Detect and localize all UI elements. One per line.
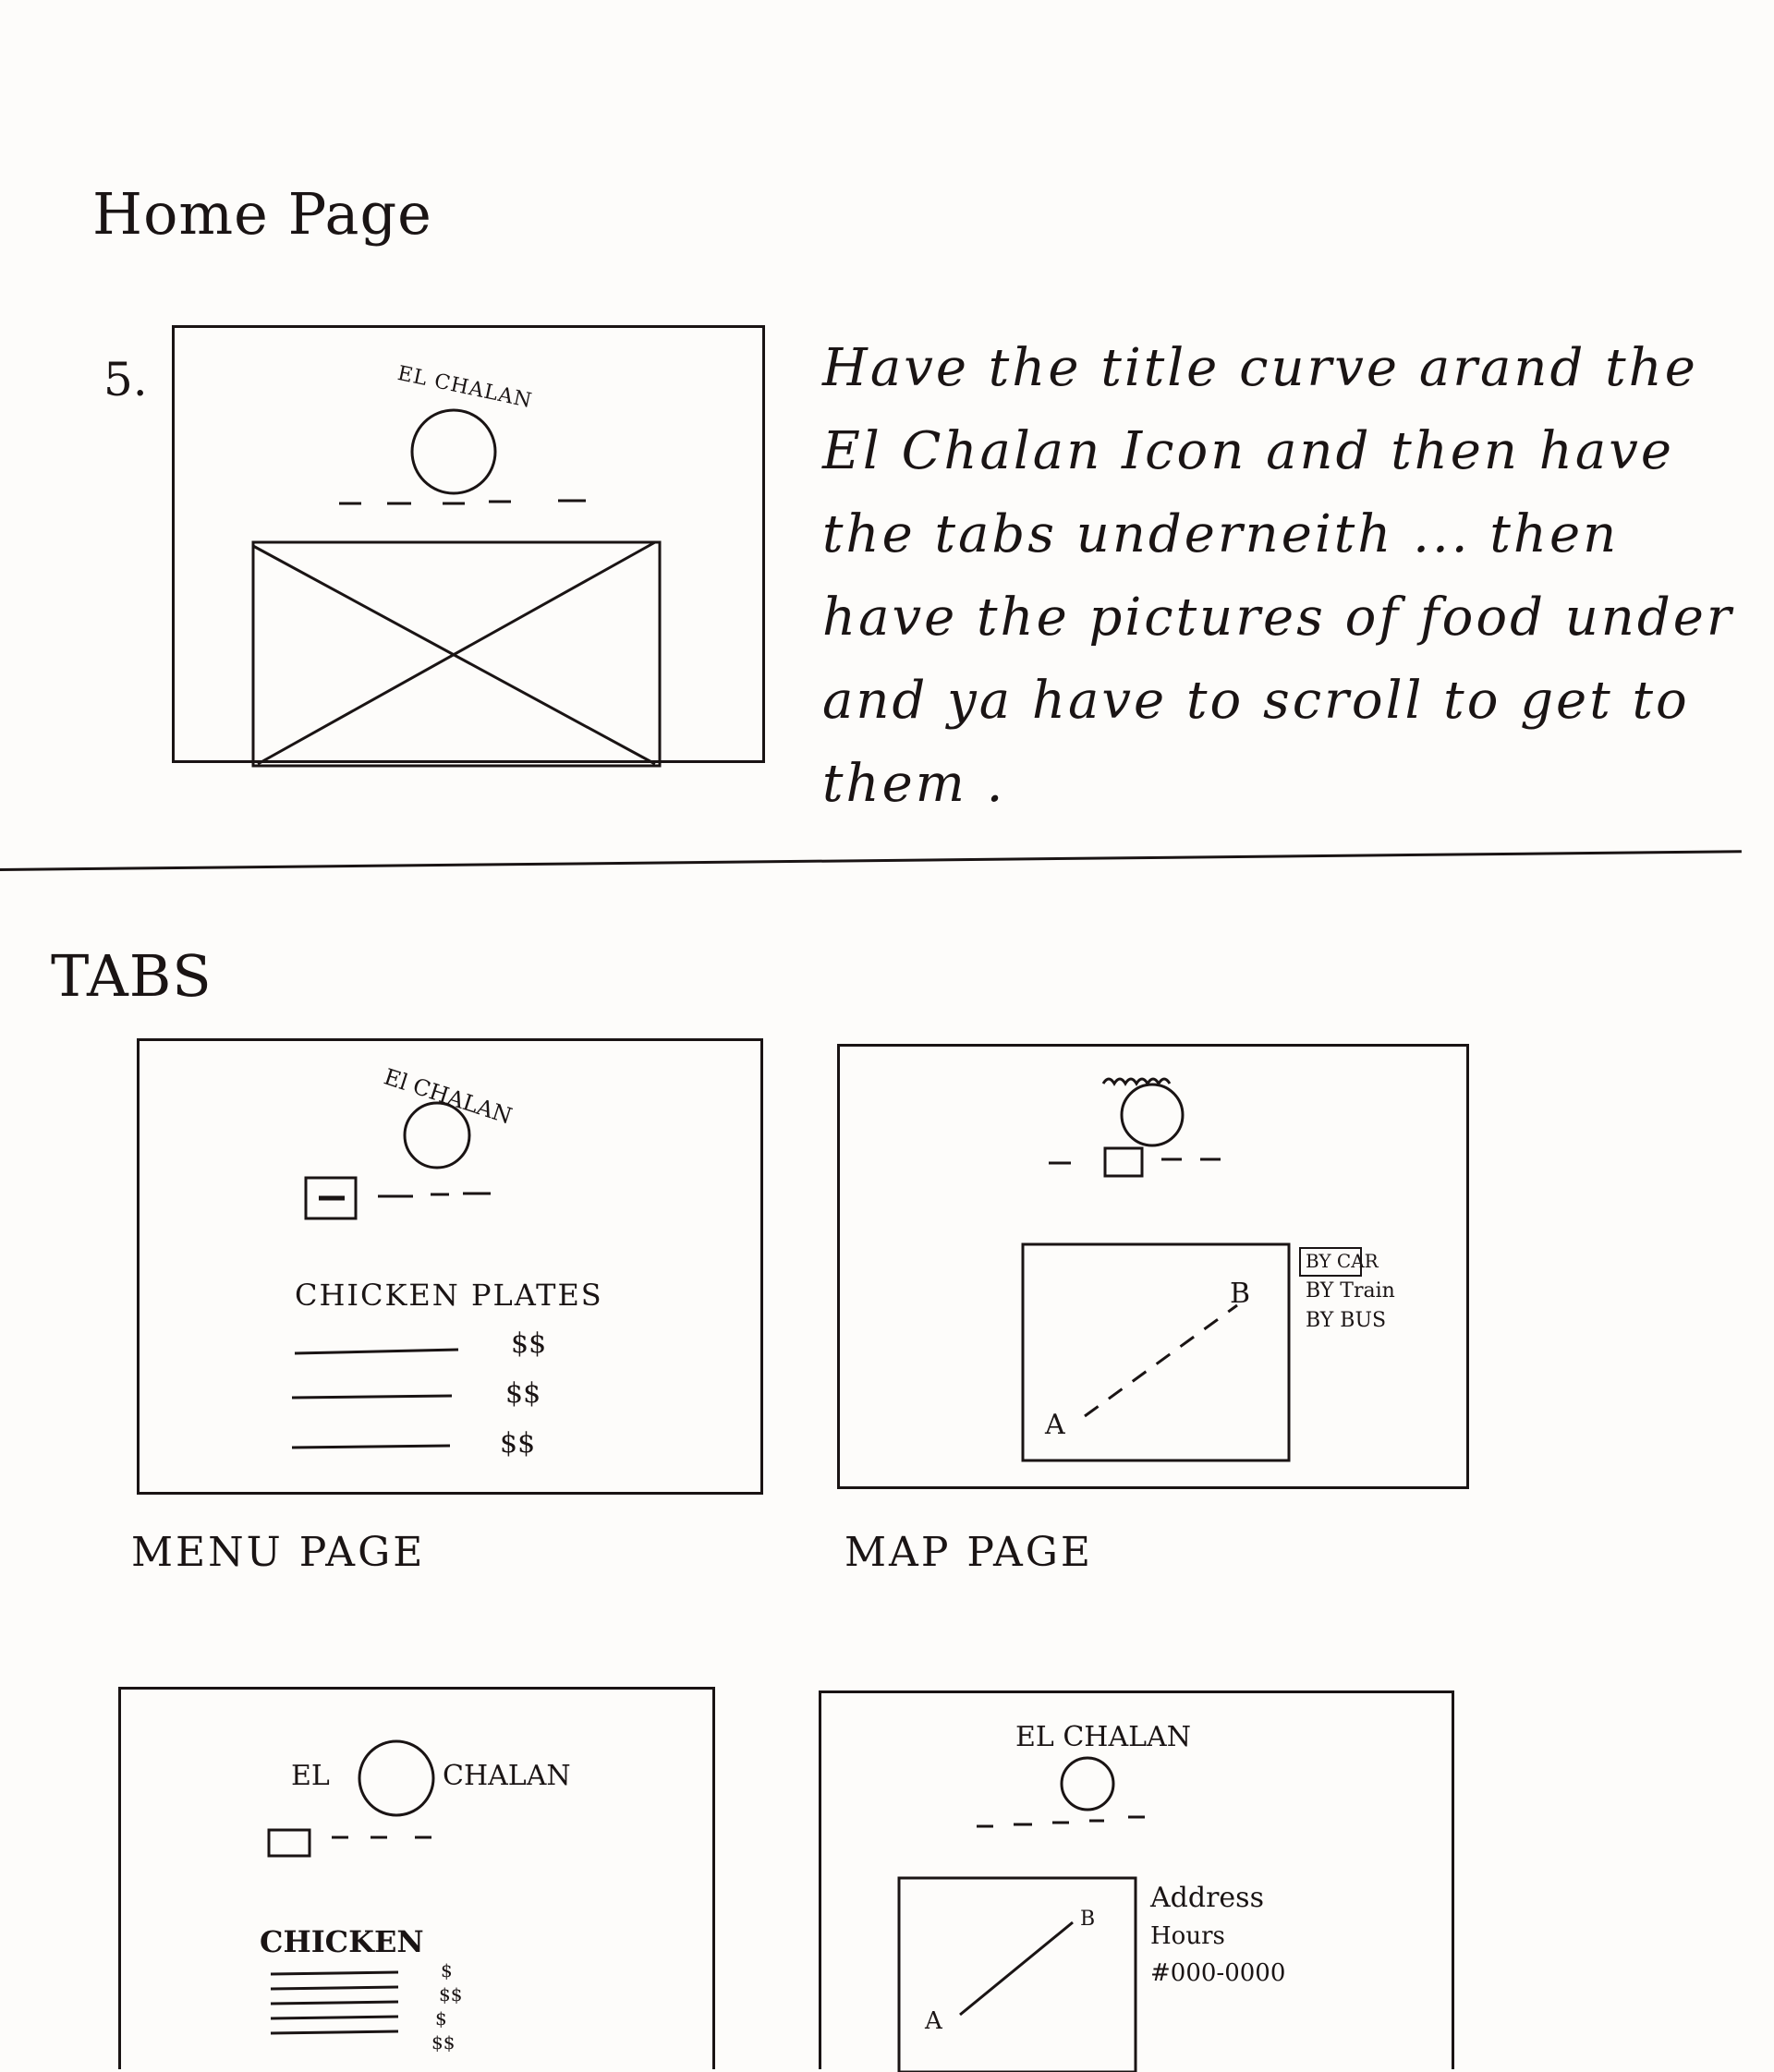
note-line: Have the title curve arand the xyxy=(822,338,1698,398)
tab-dashes xyxy=(1049,1157,1221,1165)
design-note: Have the title curve arand the El Chalan… xyxy=(822,327,1765,826)
menu-heading: CHICKEN xyxy=(260,1924,424,1959)
map-page-wireframe: A B BY CAR BY Train BY BUS xyxy=(837,1044,1469,1489)
selected-option-box xyxy=(1299,1247,1362,1277)
transport-option: BY BUS xyxy=(1306,1309,1387,1332)
map-box xyxy=(897,1876,1137,2072)
note-line: have the pictures of food under xyxy=(822,588,1734,648)
logo-title: EL CHALAN xyxy=(1015,1721,1191,1753)
hours-label: Hours xyxy=(1150,1922,1225,1950)
tab-dashes xyxy=(378,1192,491,1198)
logo-left-text: EL xyxy=(291,1760,330,1792)
transport-option: BY Train xyxy=(1306,1279,1395,1303)
logo-circle-icon xyxy=(1120,1083,1185,1147)
point-a-label: A xyxy=(925,2007,942,2035)
menu-page-alt-lines xyxy=(267,1739,435,2035)
map-page-alt-wireframe: EL CHALAN A B Address Hours #000-0000 xyxy=(819,1690,1454,2072)
map-page-lines xyxy=(1021,1077,1362,1462)
price-label: $$ xyxy=(505,1377,541,1410)
food-image-placeholder xyxy=(251,540,662,768)
map-page-caption: MAP PAGE xyxy=(844,1529,1094,1576)
point-b-label: B xyxy=(1230,1278,1251,1310)
menu-page-lines xyxy=(291,1101,491,1449)
price-label: $$ xyxy=(500,1427,536,1460)
price-label: $ xyxy=(441,1959,453,1981)
transport-option: BY CAR xyxy=(1306,1250,1379,1272)
menu-page-caption: MENU PAGE xyxy=(131,1529,426,1576)
route-line xyxy=(959,1921,1074,2017)
price-label: $ xyxy=(435,2007,447,2030)
home-wireframe-lines xyxy=(251,408,662,768)
note-line: them . xyxy=(822,754,1006,814)
section-title-tabs: TABS xyxy=(51,942,213,1010)
address-label: Address xyxy=(1150,1882,1264,1914)
note-line: the tabs underneith ... then xyxy=(822,504,1620,564)
tab-dashes xyxy=(339,499,586,505)
route-line xyxy=(1084,1303,1238,1418)
menu-heading: CHICKEN PLATES xyxy=(295,1278,603,1313)
point-a-label: A xyxy=(1045,1409,1065,1441)
active-tab-icon xyxy=(267,1828,311,1858)
active-tab-icon xyxy=(304,1176,358,1220)
price-label: $$ xyxy=(431,2031,456,2054)
point-b-label: B xyxy=(1080,1908,1096,1931)
tab-dashes xyxy=(977,1815,1145,1828)
section-title-home: Home Page xyxy=(92,180,432,248)
note-line: El Chalan Icon and then have xyxy=(822,421,1675,481)
logo-circle-icon xyxy=(1060,1756,1115,1811)
logo-circle-icon xyxy=(410,408,497,495)
phone-label: #000-0000 xyxy=(1150,1959,1286,1987)
logo-circle-icon xyxy=(358,1739,435,1817)
curved-title-scribble xyxy=(1101,1077,1172,1086)
section-divider xyxy=(0,850,1742,871)
price-label: $$ xyxy=(439,1983,463,2005)
menu-page-wireframe: El CHALAN CHICKEN PLATES $$ $$ $$ xyxy=(137,1038,763,1495)
active-tab-icon xyxy=(1103,1146,1144,1178)
sketch-number: 5. xyxy=(103,353,148,406)
price-label: $$ xyxy=(511,1327,547,1360)
map-page-alt-lines xyxy=(897,1756,1145,2072)
note-line: and ya have to scroll to get to xyxy=(822,671,1690,731)
home-wireframe: EL CHALAN xyxy=(172,325,765,768)
logo-right-text: CHALAN xyxy=(443,1760,571,1792)
menu-item-lines xyxy=(291,1348,459,1449)
map-box xyxy=(1021,1242,1291,1462)
menu-item-lines xyxy=(270,1970,399,2035)
logo-circle-icon xyxy=(403,1101,471,1169)
menu-page-alt-wireframe: EL CHALAN CHICKEN $ $$ $ $$ xyxy=(118,1687,715,2069)
